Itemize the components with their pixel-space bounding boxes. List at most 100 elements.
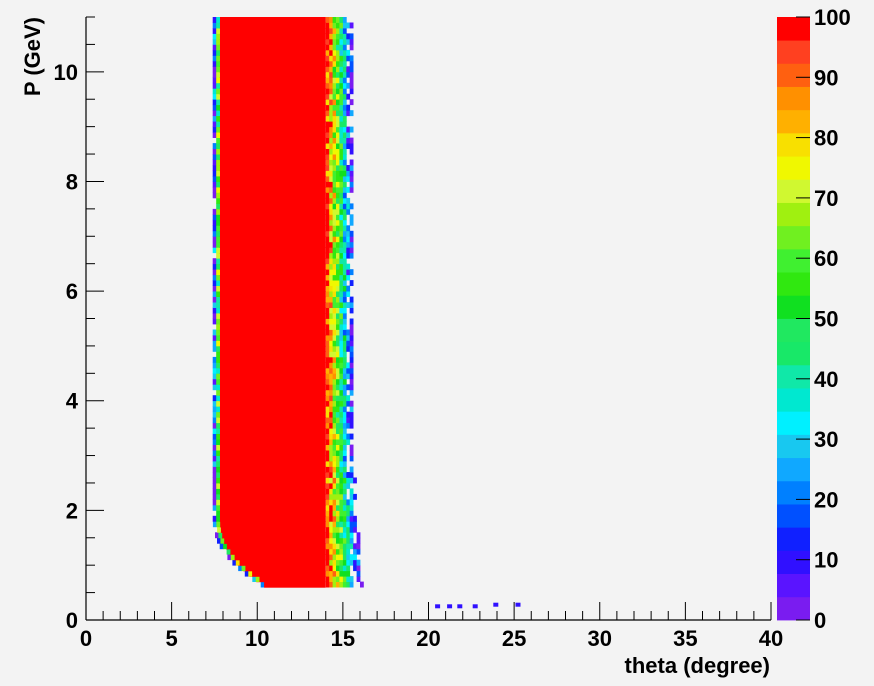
heatmap-cell	[339, 214, 344, 221]
heatmap-cell	[339, 126, 344, 133]
heatmap-cell	[336, 493, 340, 500]
heatmap-core-cell	[219, 148, 326, 155]
heatmap-core-cell	[223, 537, 326, 544]
heatmap-cell	[332, 285, 337, 292]
heatmap-cell	[346, 548, 351, 555]
heatmap-cell	[346, 132, 351, 138]
heatmap-cell	[212, 384, 217, 391]
heatmap-cell	[342, 537, 347, 544]
heatmap-cell	[336, 208, 340, 215]
heatmap-cell	[339, 493, 344, 500]
heatmap-core-cell	[219, 444, 326, 451]
heatmap-cell	[349, 324, 354, 330]
heatmap-cell	[339, 99, 344, 106]
heatmap-cell	[336, 565, 340, 572]
heatmap-cell	[325, 373, 330, 380]
y-tick-label: 0	[66, 608, 78, 633]
heatmap-core-cell	[219, 510, 326, 517]
heatmap-cell	[342, 219, 347, 226]
heatmap-cell	[336, 203, 340, 210]
heatmap-cell	[349, 356, 354, 363]
heatmap-cell	[342, 334, 347, 341]
heatmap-cell	[339, 247, 344, 254]
heatmap-core-cell	[219, 110, 326, 117]
heatmap-cell	[329, 208, 333, 215]
heatmap-cell	[339, 236, 344, 243]
heatmap-cell	[325, 66, 330, 73]
heatmap-cell	[332, 466, 337, 473]
heatmap-cell	[325, 176, 330, 182]
heatmap-cell	[349, 450, 354, 456]
heatmap-cell	[332, 581, 337, 588]
heatmap-cell	[332, 258, 337, 265]
heatmap-cell	[349, 455, 354, 462]
heatmap-cell	[325, 55, 330, 62]
heatmap-cell	[346, 499, 351, 506]
heatmap-cell	[342, 302, 347, 308]
heatmap-cell	[212, 17, 217, 23]
heatmap-cell	[336, 104, 340, 111]
heatmap-cell	[336, 367, 340, 374]
heatmap-cell	[332, 406, 337, 413]
heatmap-core-cell	[219, 77, 326, 84]
heatmap-cell	[329, 247, 333, 254]
heatmap-cell	[329, 154, 333, 160]
heatmap-cell	[329, 44, 333, 51]
heatmap-core-cell	[219, 280, 326, 287]
heatmap-cell	[346, 373, 351, 380]
heatmap-cell	[332, 367, 337, 374]
heatmap-cell	[325, 466, 330, 473]
heatmap-cell	[339, 269, 344, 276]
heatmap-cell	[325, 488, 330, 495]
heatmap-cell	[332, 230, 337, 237]
heatmap-cell	[342, 93, 347, 100]
heatmap-cell	[216, 384, 220, 391]
heatmap-cell	[332, 219, 337, 226]
heatmap-cell	[216, 488, 220, 495]
heatmap-cell	[349, 165, 354, 171]
heatmap-cell	[212, 121, 217, 128]
heatmap-cell	[336, 559, 340, 566]
heatmap-cell	[349, 247, 354, 254]
heatmap-core-cell	[219, 170, 326, 177]
heatmap-cell	[336, 373, 340, 380]
heatmap-cell	[349, 176, 354, 182]
heatmap-cell	[332, 510, 337, 517]
heatmap-cell	[329, 329, 333, 336]
heatmap-cell	[212, 444, 217, 451]
heatmap-cell	[339, 450, 344, 456]
heatmap-cell	[329, 307, 333, 314]
heatmap-cell	[339, 378, 344, 385]
colorbar-swatch	[777, 63, 810, 87]
heatmap-cell	[216, 252, 220, 259]
heatmap-cell	[212, 77, 217, 84]
heatmap-cell	[329, 351, 333, 358]
heatmap-cell	[216, 121, 220, 128]
heatmap-cell	[329, 93, 333, 100]
heatmap-cell	[216, 504, 220, 511]
heatmap-cell	[332, 208, 337, 215]
heatmap-cell	[339, 389, 344, 396]
heatmap-cell	[332, 483, 337, 489]
heatmap-core-cell	[219, 411, 326, 418]
heatmap-cell	[325, 252, 330, 259]
heatmap-cell	[342, 186, 347, 193]
heatmap-cell	[325, 367, 330, 374]
heatmap-cell	[339, 219, 344, 226]
heatmap-cell	[349, 186, 354, 193]
heatmap-cell	[349, 444, 354, 451]
heatmap-cell	[336, 22, 340, 29]
heatmap-cell	[212, 110, 217, 117]
heatmap-cell	[212, 22, 217, 29]
heatmap-core-cell	[219, 384, 326, 391]
heatmap-cell	[336, 340, 340, 347]
heatmap-cell	[346, 104, 351, 111]
heatmap-cell	[332, 203, 337, 210]
heatmap-cell	[336, 417, 340, 424]
heatmap-cell	[349, 296, 354, 303]
heatmap-cell	[336, 219, 340, 226]
heatmap-core-cell	[219, 186, 326, 193]
heatmap-cell	[216, 307, 220, 314]
heatmap-cell	[329, 258, 333, 265]
heatmap-cell	[212, 115, 217, 122]
